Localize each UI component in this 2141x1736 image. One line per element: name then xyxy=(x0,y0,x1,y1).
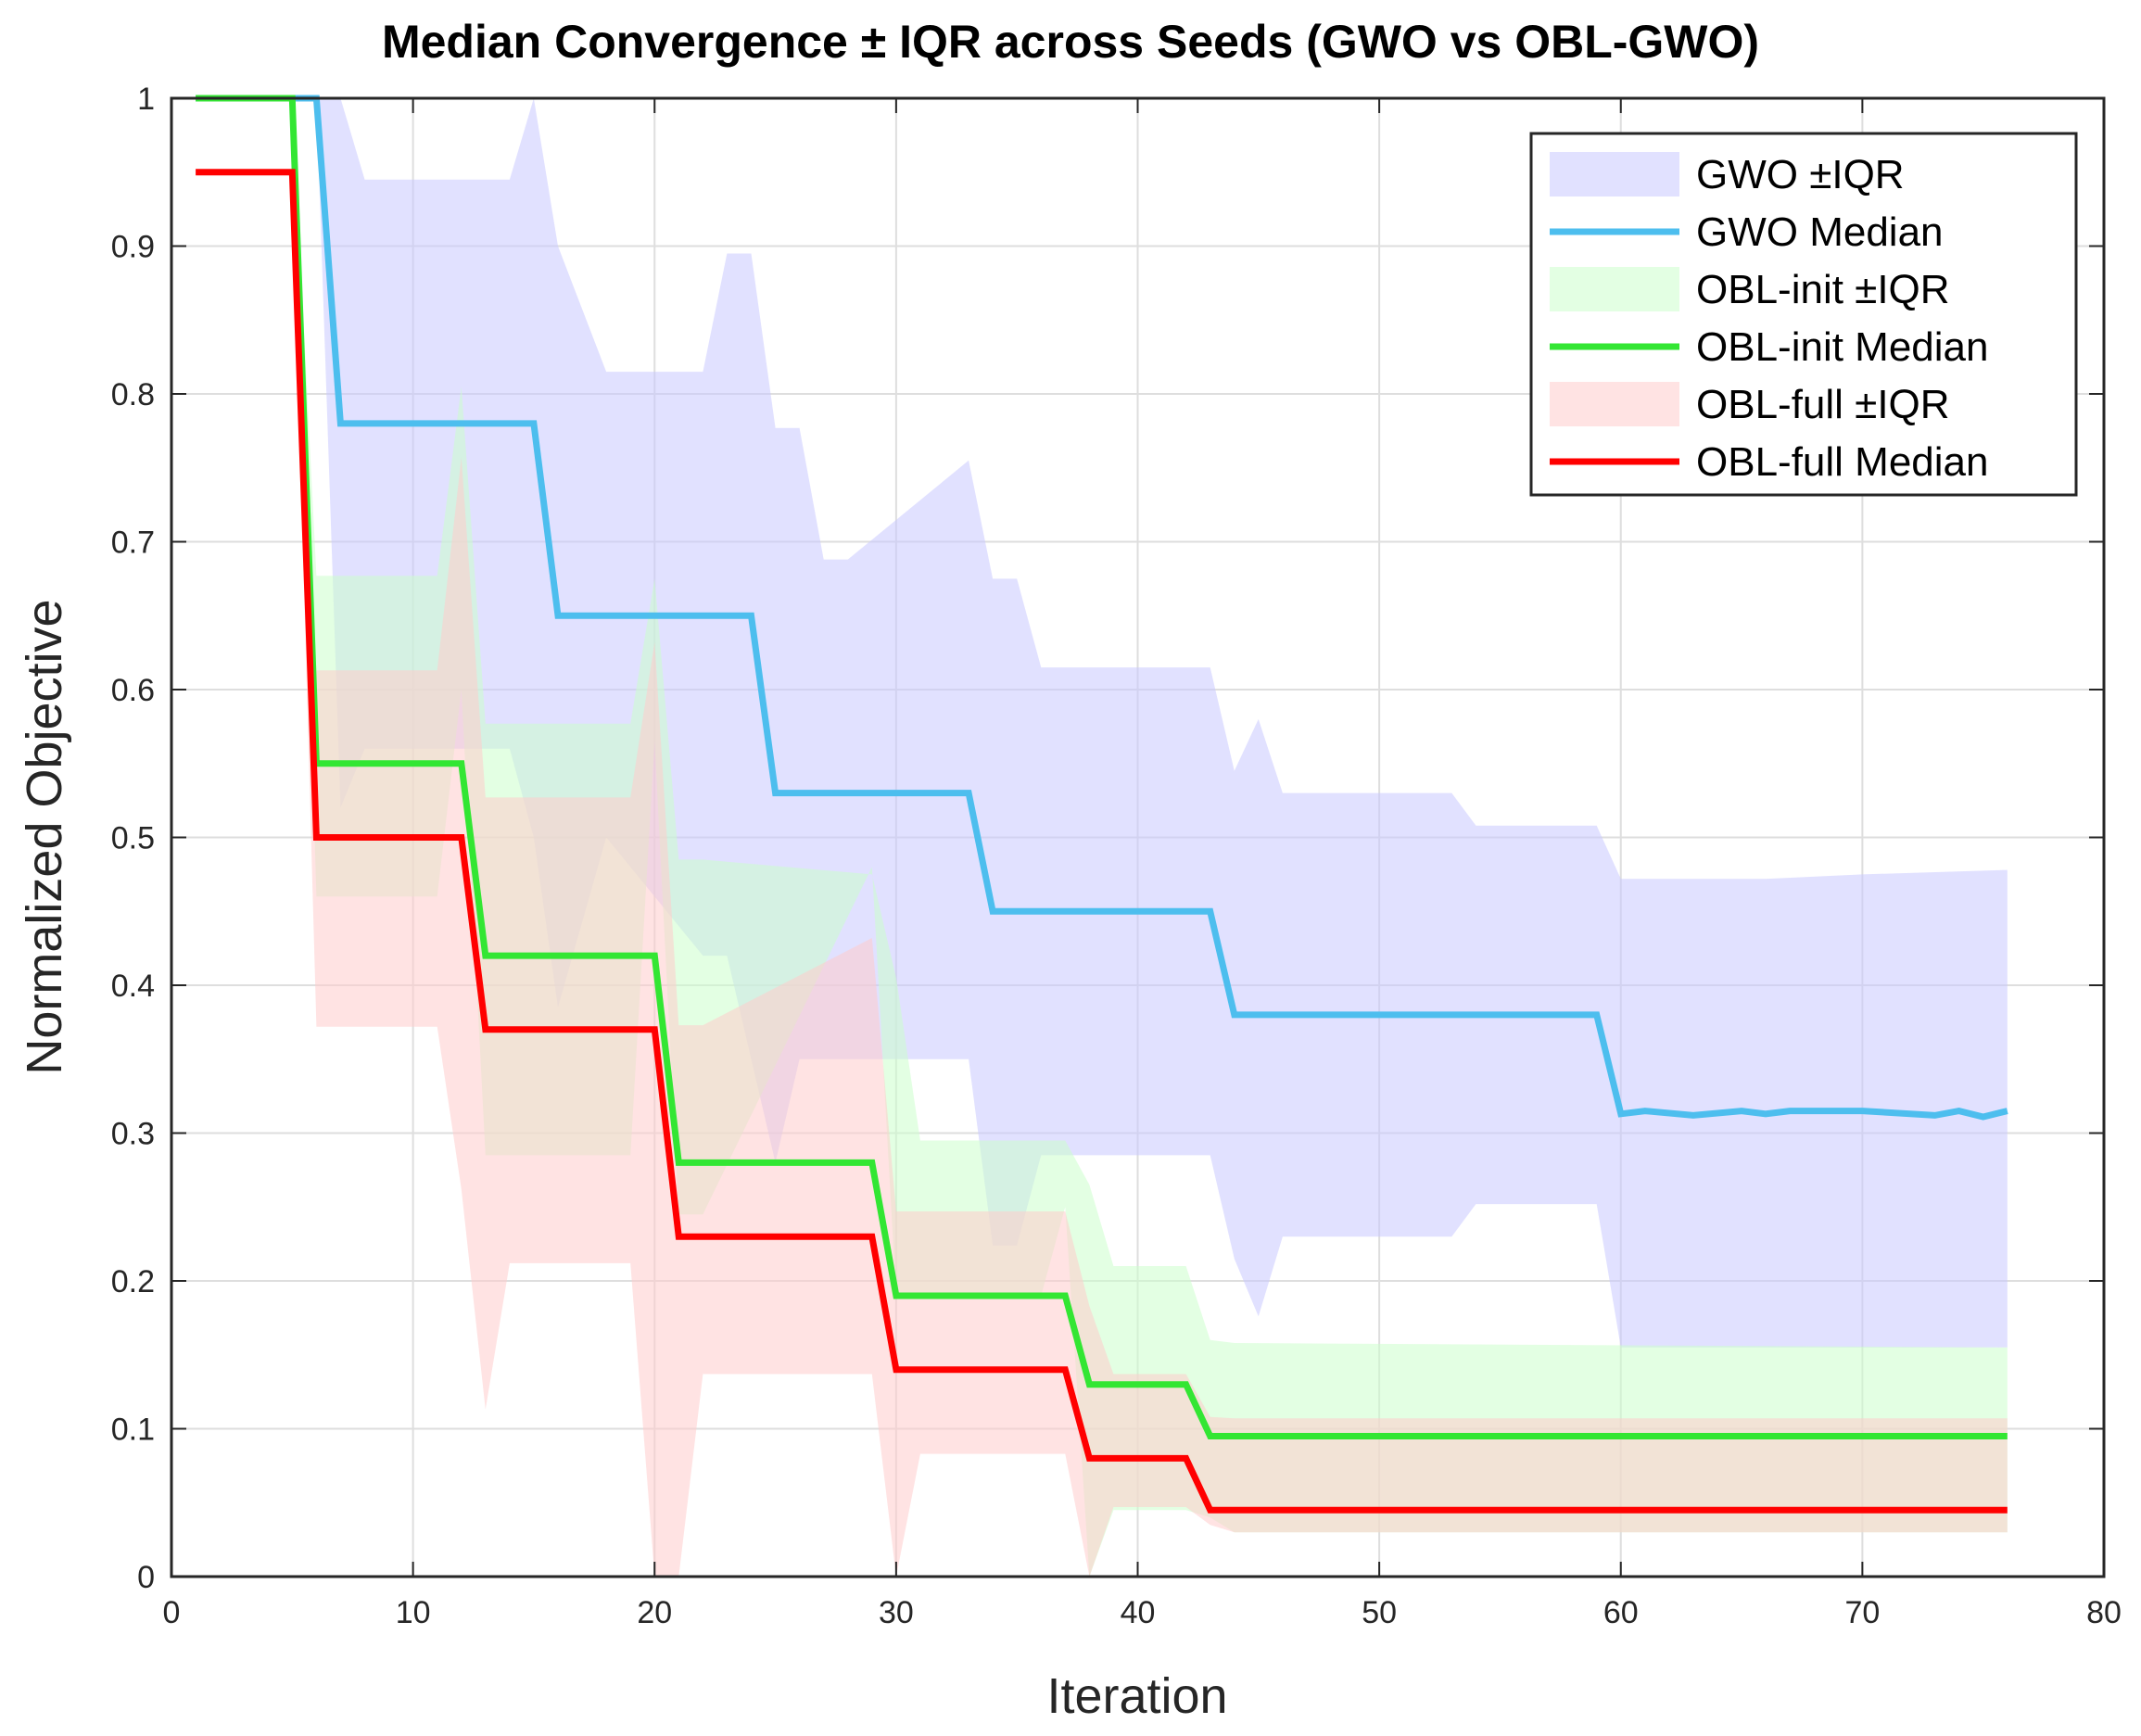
y-tick-label: 1 xyxy=(137,82,155,117)
y-tick-label: 0.4 xyxy=(111,969,155,1004)
gwo-iqr-band xyxy=(196,98,2008,1348)
y-axis-label: Normalized Objective xyxy=(17,599,72,1074)
legend: GWO ±IQR GWO Median OBL-init ±IQR OBL-init … xyxy=(1529,132,2078,497)
legend-label: GWO ±IQR xyxy=(1696,152,1905,197)
y-tick-label: 0 xyxy=(137,1560,155,1595)
gwo-band-swatch xyxy=(1550,152,1679,196)
x-tick-label: 0 xyxy=(163,1595,181,1630)
y-tick-label: 0.2 xyxy=(111,1264,155,1299)
iqr-bands xyxy=(196,98,2008,1577)
x-tick-label: 20 xyxy=(637,1595,672,1630)
y-tick-label: 0.9 xyxy=(111,230,155,265)
legend-label: OBL-init ±IQR xyxy=(1696,267,1950,312)
y-tick-label: 0.3 xyxy=(111,1117,155,1152)
gwo-median-line xyxy=(196,95,2008,1121)
legend-label: OBL-full Median xyxy=(1696,439,1988,485)
x-tick-label: 10 xyxy=(396,1595,431,1630)
x-axis-label: Iteration xyxy=(1046,1668,1227,1724)
x-tick-label: 70 xyxy=(1844,1595,1880,1630)
obl-full-iqr-band xyxy=(196,171,2008,1577)
x-tick-label: 60 xyxy=(1603,1595,1639,1630)
y-tick-label: 0.5 xyxy=(111,821,155,856)
median-lines xyxy=(196,95,2008,1514)
obl-init-median-line xyxy=(196,95,2008,1439)
tick-labels: 0 10 20 30 40 50 60 70 80 0 0.1 0.2 0.3 0.4 0.5 0.6 0.7 0… xyxy=(111,82,2122,1630)
y-tick-label: 0.8 xyxy=(111,377,155,412)
legend-label: GWO Median xyxy=(1696,209,1944,255)
legend-label: OBL-init Median xyxy=(1696,324,1988,370)
y-tick-label: 0.7 xyxy=(111,526,155,561)
chart-title: Median Convergence ± IQR across Seeds (G… xyxy=(382,16,1759,68)
obl-init-band-swatch xyxy=(1550,267,1679,311)
x-tick-label: 80 xyxy=(2086,1595,2122,1630)
y-tick-label: 0.1 xyxy=(111,1413,155,1448)
y-tick-label: 0.6 xyxy=(111,673,155,708)
x-tick-label: 50 xyxy=(1362,1595,1397,1630)
obl-full-band-swatch xyxy=(1550,382,1679,426)
legend-label: OBL-full ±IQR xyxy=(1696,382,1950,427)
x-tick-label: 30 xyxy=(879,1595,914,1630)
obl-full-median-line xyxy=(196,169,2008,1514)
x-tick-label: 40 xyxy=(1121,1595,1156,1630)
